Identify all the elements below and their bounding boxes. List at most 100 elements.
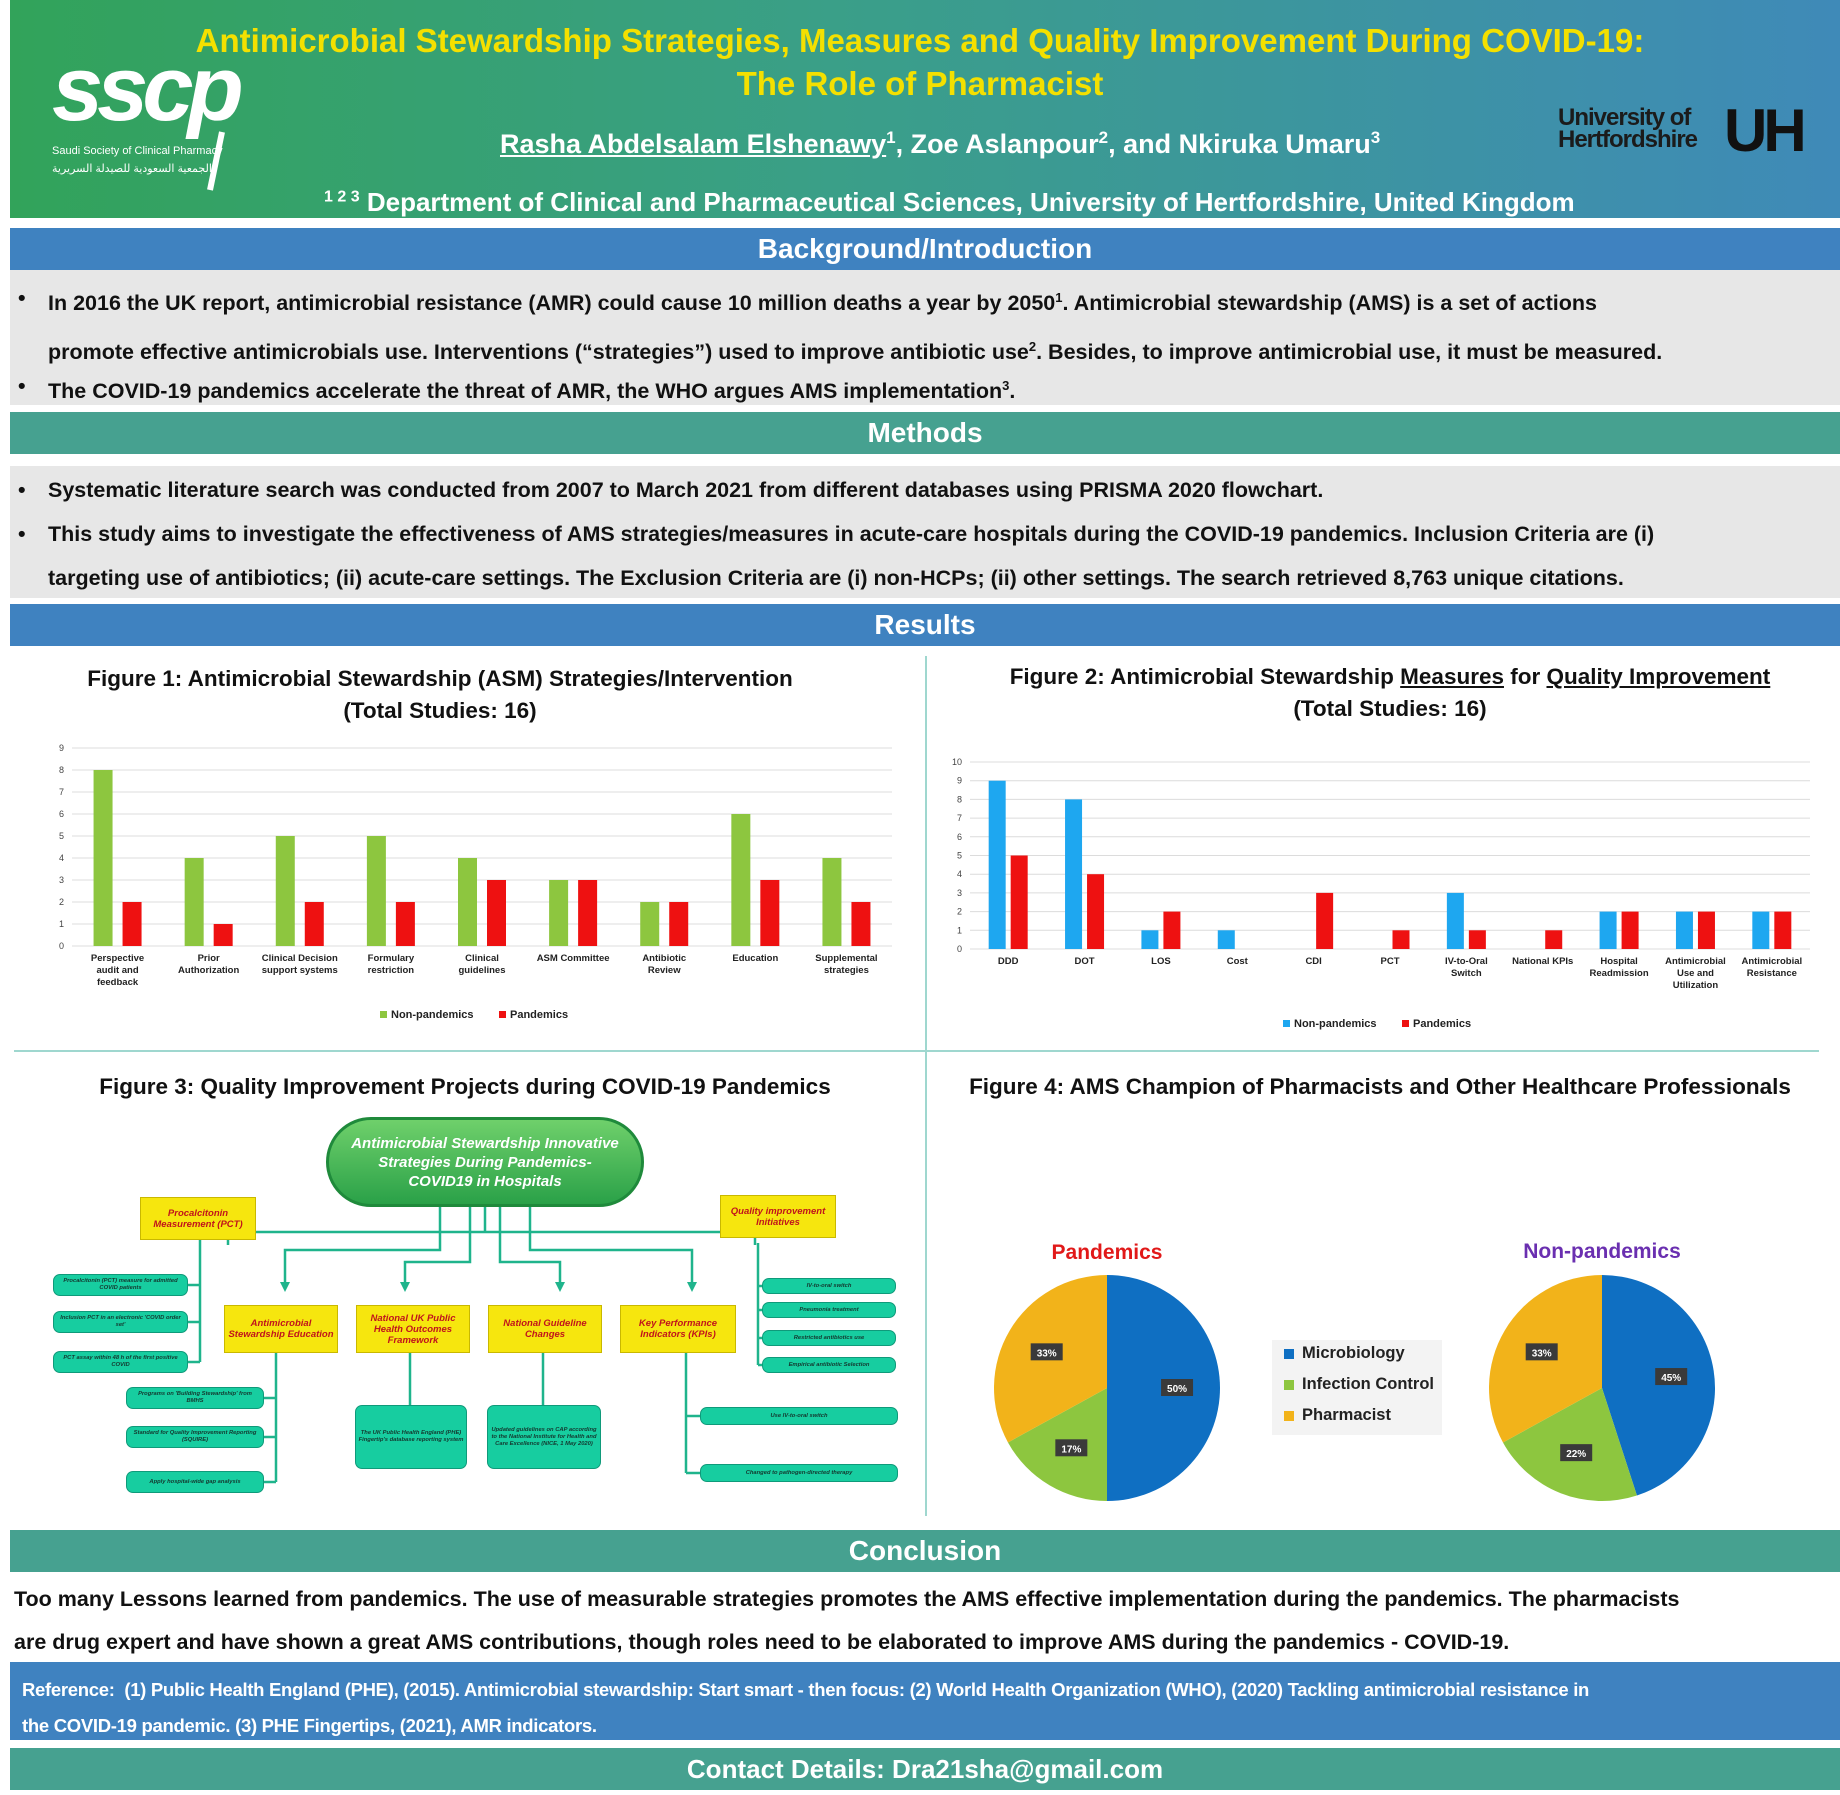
bar-non-pandemics-2 bbox=[1141, 930, 1159, 949]
legend-label: Non-pandemics bbox=[1294, 1018, 1377, 1030]
y-tick-label: 1 bbox=[957, 925, 962, 935]
uh-logo-line1: University of bbox=[1558, 104, 1691, 131]
sscp-logo-text: sscp bbox=[52, 42, 241, 140]
methods-bullet-2: • This study aims to investigate the eff… bbox=[18, 522, 1655, 590]
author-list: Rasha Abdelsalam Elshenawy1, Zoe Aslanpo… bbox=[500, 128, 1381, 159]
y-tick-label: 3 bbox=[59, 875, 64, 885]
mindmap-node-kpi: Key Performance Indicators (KPIs) bbox=[620, 1305, 736, 1353]
bar-pandemics-5 bbox=[1392, 930, 1410, 949]
uh-logo-mark: UH bbox=[1724, 97, 1807, 164]
uh-logo-line2: Hertfordshire bbox=[1558, 126, 1698, 153]
poster-header bbox=[10, 0, 1840, 218]
x-tick-label: DOT bbox=[1075, 956, 1095, 967]
pie-data-label: 22% bbox=[1566, 1449, 1586, 1460]
pie-data-label-bg bbox=[1655, 1368, 1688, 1386]
x-tick-label: Clinical Decision support systems bbox=[262, 953, 338, 976]
bar-pandemics-0 bbox=[122, 902, 142, 946]
bar-non-pandemics-4 bbox=[458, 858, 477, 946]
x-tick-label: Hospital Readmission bbox=[1590, 956, 1649, 979]
bar-non-pandemics-7 bbox=[731, 814, 751, 946]
author-2: Zoe Aslanpour bbox=[910, 129, 1099, 159]
pie-data-label-bg bbox=[1161, 1379, 1194, 1396]
pie-data-label: 33% bbox=[1532, 1348, 1552, 1359]
y-tick-label: 2 bbox=[59, 897, 64, 907]
legend-label: Pandemics bbox=[1413, 1018, 1471, 1030]
y-tick-label: 0 bbox=[59, 941, 64, 951]
contact-details: Contact Details: Dra21sha@gmail.com bbox=[10, 1748, 1840, 1790]
mindmap-node-qi: Quality improvement Initiatives bbox=[720, 1195, 836, 1238]
figure2-bar-chart: 0 1 2 3 4 5 6 7 8 9 10 DDD DOT LOS Cost CDI PCT IV-to-Ora… bbox=[952, 757, 1810, 1030]
x-tick-label: PCT bbox=[1381, 956, 1400, 967]
sscp-logo-arabic: الجمعية السعودية للصيدلة السريرية bbox=[52, 163, 212, 175]
y-tick-label: 4 bbox=[59, 853, 64, 863]
figure4-legend: Microbiology Infection Control Pharmacis… bbox=[1272, 1340, 1442, 1435]
mindmap-node-guideline: National Guideline Changes bbox=[488, 1305, 602, 1353]
bar-pandemics-4 bbox=[1316, 892, 1334, 949]
figure4-legend-item-infection-control: Infection Control bbox=[1284, 1375, 1434, 1394]
legend-swatch bbox=[380, 1011, 387, 1018]
background-panel bbox=[10, 270, 1840, 405]
bar-non-pandemics-6 bbox=[640, 902, 660, 946]
bar-non-pandemics-1 bbox=[184, 858, 204, 946]
legend-label: Non-pandemics bbox=[391, 1009, 474, 1021]
pie-data-label-bg bbox=[1055, 1439, 1088, 1457]
author-3: , and Nkiruka Umaru bbox=[1108, 129, 1371, 159]
figure2-title: Figure 2: Antimicrobial Stewardship Meas… bbox=[1009, 664, 1771, 721]
bar-pandemics-8 bbox=[1621, 911, 1639, 949]
pie-data-label: 50% bbox=[1167, 1384, 1187, 1395]
y-tick-label: 10 bbox=[952, 757, 962, 767]
pie-data-label-bg bbox=[1525, 1343, 1558, 1361]
y-tick-label: 8 bbox=[957, 794, 962, 804]
bar-non-pandemics-0 bbox=[93, 770, 113, 946]
figure4-pie-charts: Pandemics 50% 17% 33% Non-pandemics 45% 22% 33% bbox=[994, 1240, 1715, 1501]
figure4-legend-item-pharmacist: Pharmacist bbox=[1284, 1406, 1391, 1425]
author-1: Rasha Abdelsalam Elshenawy bbox=[500, 129, 887, 159]
x-tick-label: LOS bbox=[1151, 956, 1171, 967]
bar-non-pandemics-8 bbox=[822, 858, 842, 946]
legend-label: Pandemics bbox=[510, 1009, 568, 1021]
mindmap-pct-item-1: Procalcitonin (PCT) measure for admitted… bbox=[53, 1274, 188, 1296]
y-tick-label: 6 bbox=[59, 809, 64, 819]
conclusion-text: Too many Lessons learned from pandemics.… bbox=[14, 1587, 1680, 1654]
mindmap-center-node: Antimicrobial Stewardship Innovative Str… bbox=[326, 1117, 644, 1207]
mindmap-guideline-item: Updated guidelines on CAP according to t… bbox=[487, 1405, 601, 1469]
results-vertical-divider bbox=[925, 656, 927, 1516]
background-heading: Background/Introduction bbox=[10, 228, 1840, 270]
bar-pandemics-1 bbox=[213, 924, 233, 946]
bar-pandemics-2 bbox=[1163, 911, 1181, 949]
mindmap-edu-item-2: Standard for Quality Improvement Reporti… bbox=[126, 1426, 264, 1448]
bar-non-pandemics-10 bbox=[1752, 911, 1770, 949]
bar-non-pandemics-8 bbox=[1599, 911, 1617, 949]
bar-pandemics-7 bbox=[1545, 930, 1563, 949]
author-1-affil: 1 bbox=[886, 128, 896, 147]
x-tick-label: Clinical guidelines bbox=[459, 953, 506, 976]
bar-pandemics-9 bbox=[1697, 911, 1715, 949]
bar-non-pandemics-0 bbox=[988, 780, 1006, 949]
mindmap-qi-item-4: Empirical antibiotic Selection bbox=[762, 1357, 896, 1373]
bar-non-pandemics-1 bbox=[1065, 799, 1083, 949]
bar-pandemics-3 bbox=[395, 902, 415, 946]
x-tick-label: Antimicrobial Use and Utilization bbox=[1665, 956, 1726, 991]
bar-non-pandemics-2 bbox=[275, 836, 295, 946]
y-tick-label: 4 bbox=[957, 869, 962, 879]
bar-pandemics-2 bbox=[304, 902, 324, 946]
mindmap-edu-item-1: Programs on 'Building Stewardship' from … bbox=[126, 1387, 264, 1409]
figure3-title: Figure 3: Quality Improvement Projects d… bbox=[99, 1074, 831, 1099]
y-tick-label: 7 bbox=[59, 787, 64, 797]
pie-data-label: 45% bbox=[1661, 1373, 1681, 1384]
x-tick-label: Antibiotic Review bbox=[642, 953, 686, 976]
mindmap-node-ams-education: Antimicrobial Stewardship Education bbox=[224, 1305, 338, 1353]
pie-data-label-bg bbox=[1030, 1343, 1063, 1361]
sscp-logo: sscp Saudi Society of Clinical Pharmacy … bbox=[52, 42, 247, 191]
affiliation-numbers: 1 2 3 bbox=[324, 188, 360, 206]
bar-non-pandemics-6 bbox=[1446, 892, 1464, 949]
legend-swatch bbox=[1283, 1020, 1290, 1027]
bar-non-pandemics-3 bbox=[1217, 930, 1235, 949]
methods-heading: Methods bbox=[10, 412, 1840, 454]
methods-bullet-1: • Systematic literature search was conduc… bbox=[18, 478, 1324, 502]
figure4-title: Figure 4: AMS Champion of Pharmacists an… bbox=[969, 1074, 1791, 1099]
bar-non-pandemics-9 bbox=[1675, 911, 1693, 949]
x-tick-label: Education bbox=[732, 953, 778, 964]
pie-title: Non-pandemics bbox=[1523, 1240, 1681, 1263]
y-tick-label: 1 bbox=[59, 919, 64, 929]
